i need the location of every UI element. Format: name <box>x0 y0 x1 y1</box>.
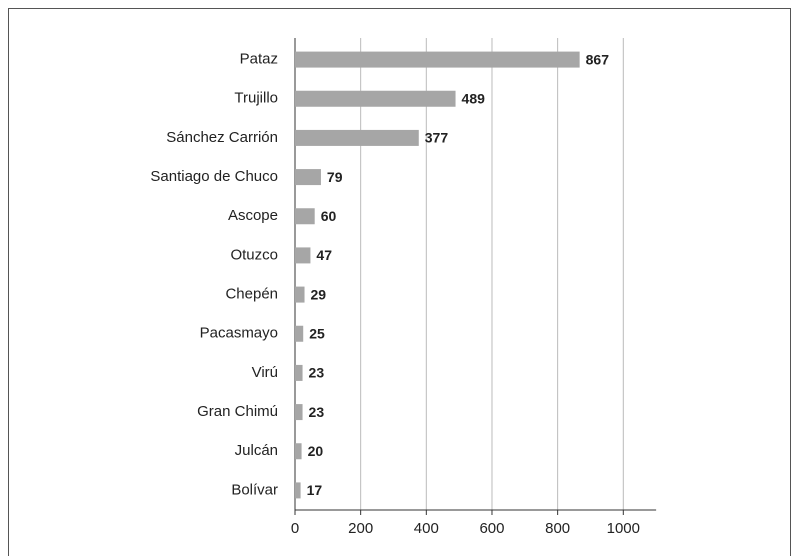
value-label: 489 <box>462 90 486 106</box>
bar <box>295 364 303 381</box>
x-tick-label: 600 <box>479 520 504 537</box>
y-tick-label: Julcán <box>235 442 278 459</box>
bar <box>295 247 311 264</box>
value-label: 17 <box>307 482 323 498</box>
y-tick-label: Santiago de Chuco <box>150 168 278 185</box>
y-tick-label: Pacasmayo <box>200 325 278 342</box>
value-label: 867 <box>586 51 610 67</box>
x-tick-label: 1000 <box>607 520 640 537</box>
bar <box>295 443 302 460</box>
y-tick-label: Pataz <box>240 51 278 68</box>
bar <box>295 286 305 303</box>
bar <box>295 51 580 68</box>
x-tick-label: 400 <box>414 520 439 537</box>
bar <box>295 129 419 146</box>
value-label: 47 <box>316 247 332 263</box>
value-label: 25 <box>309 325 325 341</box>
bar <box>295 482 301 499</box>
y-tick-label: Sánchez Carrión <box>166 129 278 146</box>
value-label: 377 <box>425 130 449 146</box>
x-tick-label: 800 <box>545 520 570 537</box>
bar <box>295 208 315 225</box>
value-label: 60 <box>321 208 337 224</box>
bar <box>295 404 303 421</box>
y-tick-label: Otuzco <box>230 246 278 263</box>
value-label: 23 <box>309 365 325 381</box>
x-tick-label: 200 <box>348 520 373 537</box>
y-tick-label: Chepén <box>225 286 278 303</box>
y-tick-label: Bolívar <box>231 481 278 498</box>
y-tick-label: Ascope <box>228 207 278 224</box>
bar <box>295 169 321 186</box>
y-tick-label: Virú <box>252 364 278 381</box>
value-label: 20 <box>308 443 324 459</box>
y-tick-label: Gran Chimú <box>197 403 278 420</box>
value-label: 29 <box>311 286 327 302</box>
y-tick-label: Trujillo <box>234 90 278 107</box>
bar <box>295 325 304 342</box>
bar <box>295 90 456 107</box>
value-label: 79 <box>327 169 343 185</box>
frame <box>8 8 791 556</box>
value-label: 23 <box>309 404 325 420</box>
x-tick-label: 0 <box>291 520 299 537</box>
